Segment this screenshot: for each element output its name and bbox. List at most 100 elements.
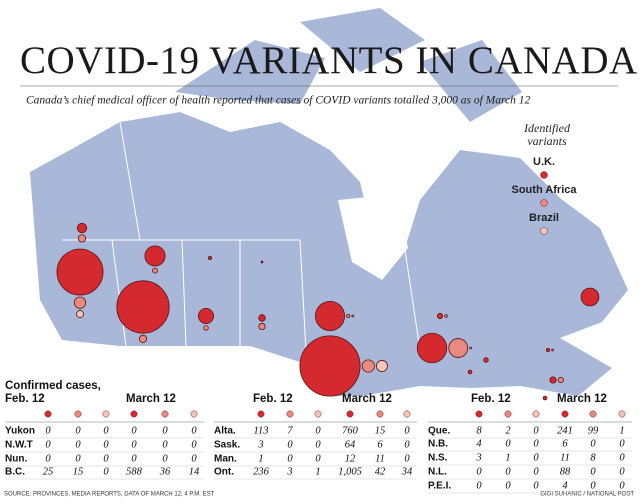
case-bubble [197,307,214,324]
legend-swatch [540,171,548,179]
region-label: N.L. [428,467,447,478]
case-count: 0 [103,453,109,464]
borders [62,121,421,353]
case-count: 0 [533,438,539,449]
case-count: 0 [404,439,410,450]
case-count: 0 [619,438,625,449]
case-bubble [207,255,213,261]
column-swatch [346,410,354,418]
legend-swatch [540,199,548,207]
period-header: March 12 [342,393,392,405]
region-label: Man. [214,454,237,465]
case-bubble [203,325,209,331]
legend-title: Identified [523,121,571,135]
arctic-island [420,40,522,122]
case-count: 0 [590,466,596,477]
column-swatch [618,410,626,418]
case-count: 1 [619,425,624,436]
region-label: Sask. [214,440,240,451]
case-bubble [299,335,361,397]
credit: GIGI SUHANIC / NATIONAL POST [540,492,634,498]
case-count: 0 [45,425,51,436]
case-bubble [376,360,388,372]
case-bubble [483,357,489,363]
case-count: 3 [257,439,263,450]
case-count: 0 [619,452,625,463]
case-count: 0 [505,466,511,477]
case-bubble [361,359,375,373]
case-count: 0 [103,439,109,450]
case-bubble [346,313,351,319]
period-header: Feb. 12 [5,393,45,405]
case-bubble [469,346,472,350]
border [119,121,141,241]
case-count: 6 [562,438,568,449]
case-count: 99 [588,425,599,436]
region-label: P.E.I. [428,481,451,492]
case-count: 0 [162,439,168,450]
case-count: 8 [476,425,482,436]
canada-mainland [30,112,628,396]
case-bubble [542,395,548,401]
case-count: 588 [126,466,143,477]
column-swatch [130,410,138,418]
case-count: 0 [315,453,321,464]
case-count: 236 [253,466,270,477]
map [30,8,628,396]
case-count: 4 [476,438,482,449]
case-count: 0 [533,480,539,491]
case-count: 0 [315,425,321,436]
subtitle: Canada’s chief medical officer of health… [26,95,530,107]
case-bubble [76,310,84,318]
region-label: Alta. [214,426,236,437]
case-count: 2 [505,425,511,436]
case-bubble [549,376,557,384]
case-bubble [436,312,444,320]
case-bubble [351,314,355,318]
case-count: 0 [45,439,51,450]
case-count: 34 [401,466,413,477]
border [181,239,187,347]
case-bubble [73,296,87,309]
case-bubble [144,245,166,267]
case-bubble [545,347,551,353]
column-swatch [190,410,198,418]
case-bubble [258,322,266,330]
column-swatch [475,410,483,418]
case-bubble [315,301,345,331]
case-count: 0 [590,438,596,449]
case-count: 0 [75,439,81,450]
case-count: 1 [258,453,263,464]
case-count: 7 [287,425,293,436]
case-count: 0 [287,439,293,450]
border [404,249,421,351]
region-label: N.W.T [5,440,33,451]
case-count: 0 [533,452,539,463]
case-count: 0 [131,439,137,450]
case-count: 0 [75,425,81,436]
case-count: 0 [505,480,511,491]
case-bubble [116,280,170,334]
border [111,239,127,347]
region-label: B.C. [5,467,25,478]
case-count: 0 [619,480,625,491]
legend-label: Brazil [529,212,559,224]
region-label: Que. [428,426,450,437]
legend-swatch [540,227,548,235]
case-bubble [551,348,554,352]
period-header: March 12 [557,393,607,405]
case-count: 88 [560,466,571,477]
arctic-island [300,8,425,72]
column-swatch [504,410,512,418]
case-bubble [138,334,148,343]
case-count: 0 [505,438,511,449]
hudson-bay [338,194,408,280]
column-swatch [314,410,322,418]
case-count: 4 [562,480,568,491]
case-bubble [152,267,158,274]
case-count: 0 [191,439,197,450]
case-count: 11 [375,453,385,464]
period-header: Feb. 12 [253,393,293,405]
column-swatch [532,410,540,418]
case-bubble [76,222,88,234]
